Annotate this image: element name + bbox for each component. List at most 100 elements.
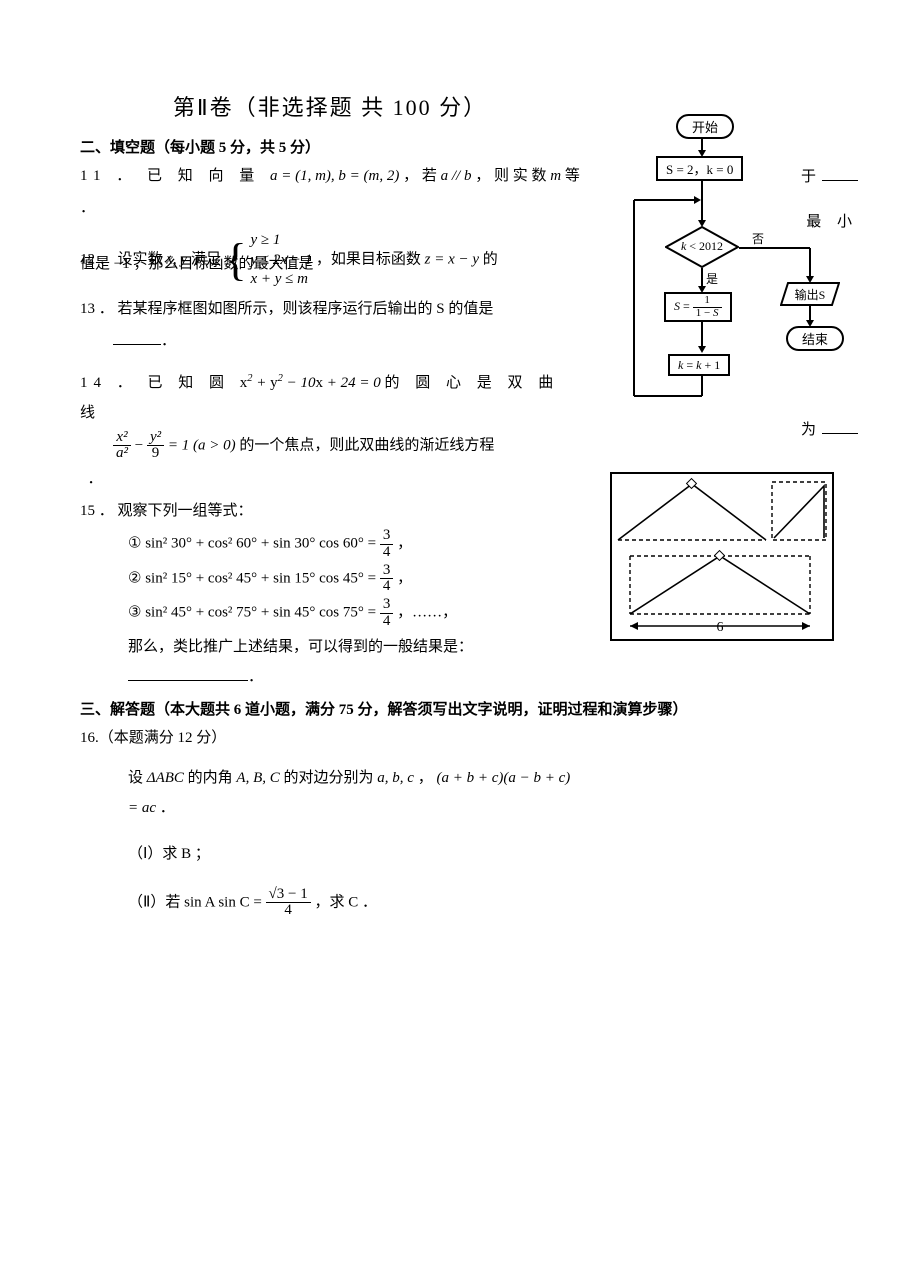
fc-output: 输出S: [780, 282, 840, 306]
q16-p2-lhs: sin A sin C =: [184, 894, 265, 910]
q16-setup: 设 ΔABC 的内角 A, B, C 的对边分别为 a, b, c ， (a +…: [128, 763, 580, 823]
q14-den2: 9: [147, 446, 164, 462]
fc-no-label: 否: [752, 230, 764, 247]
q16-b: 的内角: [188, 770, 237, 786]
exam-page: 第Ⅱ卷（非选择题 共 100 分） 二、填空题（每小题 5 分，共 5 分） 1…: [0, 0, 920, 981]
q16-tri: ΔABC: [147, 770, 184, 786]
q16-part2: （Ⅱ）若 sin A sin C = √3 − 1 4 ，求 C ．: [128, 887, 580, 920]
q15-eq1: ① sin² 30° + cos² 60° + sin 30° cos 60° …: [128, 528, 580, 561]
q15-eq1-comma: ，: [397, 536, 412, 552]
section-2-heading: 二、填空题（每小题 5 分，共 5 分）: [80, 136, 580, 157]
fc-start: 开始: [676, 114, 734, 139]
q16-p2-den: 4: [266, 903, 311, 919]
geometry-figure: 6: [610, 472, 834, 641]
q15-eq3-num: 3: [380, 597, 394, 614]
q12-mid: ，如果目标函数: [316, 252, 425, 268]
q13-blank: [113, 330, 161, 345]
fc-end: 结束: [786, 326, 844, 351]
q15-eq2: ② sin² 15° + cos² 45° + sin 15° cos 45° …: [128, 563, 580, 596]
q15-eq2-den: 4: [380, 579, 394, 595]
q14-rhs: = 1 (a > 0): [168, 437, 236, 453]
q16-angles: A, B, C: [236, 770, 279, 786]
flowchart: 开始 S = 2，k = 0 k < 2012 是 否 S = 11 − S k…: [610, 110, 860, 450]
q15-dots: ，……，: [397, 605, 457, 621]
geom-dim-label: 6: [717, 620, 724, 634]
q14-frac1: x² a²: [113, 430, 131, 463]
q15-eq1-lhs: ① sin² 30° + cos² 60° + sin 30° cos 60° …: [128, 536, 380, 552]
q12-obj: z = x − y: [425, 252, 479, 268]
q16-p2a: （Ⅱ）若: [128, 894, 184, 910]
q15-eq3-den: 4: [380, 614, 394, 630]
q11-line1: 11 ． 已 知 向 量 a = (1, m), b = (m, 2) ， 若 …: [80, 161, 580, 191]
q16-part1-text: （Ⅰ）求 B ；: [128, 846, 210, 862]
q16-p2-frac: √3 − 1 4: [266, 887, 311, 920]
q16-period: ．: [160, 800, 175, 816]
q15-eq2-lhs: ② sin² 15° + cos² 45° + sin 15° cos 45° …: [128, 570, 380, 586]
q15-conclude-text: 那么，类比推广上述结果，可以得到的一般结果是：: [128, 639, 473, 655]
q16-part1: （Ⅰ）求 B ；: [128, 839, 580, 869]
q11-expr: a = (1, m), b = (m, 2): [270, 168, 399, 184]
q13-period: ．: [161, 333, 176, 349]
q15-eq3-lhs: ③ sin² 45° + cos² 75° + sin 45° cos 75° …: [128, 605, 380, 621]
q14-line2: x² a² − y² 9 = 1 (a > 0) 的一个焦点，则此双曲线的渐近线…: [113, 430, 580, 463]
q11-prefix: 11 ． 已 知 向 量: [80, 168, 270, 184]
main-column: 第Ⅱ卷（非选择题 共 100 分） 二、填空题（每小题 5 分，共 5 分） 1…: [80, 90, 580, 919]
q12-case-1: y ≥ 1: [250, 231, 312, 251]
q14-num1: x²: [113, 430, 131, 447]
q15-blank: [128, 666, 248, 681]
q11-mid: ， 若: [403, 168, 441, 184]
q11-tail: 等: [565, 168, 580, 184]
title-text: 第Ⅱ卷（非选择题 共 100 分）: [173, 95, 487, 120]
paper-title: 第Ⅱ卷（非选择题 共 100 分）: [80, 90, 580, 122]
q15-eq2-comma: ，: [397, 570, 412, 586]
fc-cond: k < 2012: [665, 226, 739, 266]
fc-init: S = 2，k = 0: [656, 156, 743, 181]
q15-eq1-num: 3: [380, 528, 394, 545]
q14-frac2: y² 9: [147, 430, 164, 463]
q16-p2-num: √3 − 1: [266, 887, 311, 904]
q14-minus: −: [135, 437, 147, 453]
q16-head: 16.（本题满分 12 分）: [80, 723, 580, 753]
q16-c: 的对边分别为: [284, 770, 378, 786]
q15-eq3-rhs: 3 4: [380, 597, 394, 630]
q13-line1: 13 ． 若某程序框图如图所示，则该程序运行后输出的 S 的值是: [80, 294, 580, 324]
q14-den1: a²: [113, 446, 131, 462]
q14-l2b: 的一个焦点，则此双曲线的渐近线方程: [239, 437, 494, 453]
q11-var: m: [550, 168, 561, 184]
q11-after: ， 则 实 数: [475, 168, 550, 184]
fc-cond-label: k < 2012: [665, 226, 739, 266]
q11-period: ．: [80, 200, 95, 216]
q14-l1a: 14 ． 已 知 圆: [80, 375, 240, 391]
q15-eq1-den: 4: [380, 545, 394, 561]
q14-circle: x2 + y2 − 10x + 24 = 0: [240, 375, 381, 391]
q14-line3: ．: [80, 464, 580, 494]
q14-num2: y²: [147, 430, 164, 447]
q14-final-period: ．: [88, 471, 103, 487]
q16-a: 设: [128, 770, 147, 786]
q15-lead: 15 ． 观察下列一组等式：: [80, 496, 580, 526]
q15-eq2-rhs: 3 4: [380, 563, 394, 596]
fc-update-s: S = 11 − S: [664, 292, 732, 322]
fc-update-k: k = k + 1: [668, 354, 730, 376]
q11-line2: ．: [80, 193, 580, 223]
q15-eq3: ③ sin² 45° + cos² 75° + sin 45° cos 75° …: [128, 597, 580, 630]
q16-sides: a, b, c: [377, 770, 414, 786]
q16-comma: ，: [418, 770, 433, 786]
q11-cond: a // b: [441, 168, 472, 184]
q12-overlap: 值是 −1 ，那么目标函数的最大值是: [80, 249, 313, 279]
fc-yes-label: 是: [706, 270, 718, 287]
section-3-heading: 三、解答题（本大题共 6 道小题，满分 75 分，解答须写出文字说明，证明过程和…: [80, 698, 780, 719]
geometry-svg: 6: [612, 474, 832, 634]
q14-line1: 14 ． 已 知 圆 x2 + y2 − 10x + 24 = 0 的 圆 心 …: [80, 368, 580, 428]
right-figures: 开始 S = 2，k = 0 k < 2012 是 否 S = 11 − S k…: [610, 110, 860, 641]
q15-conclude: 那么，类比推广上述结果，可以得到的一般结果是： ．: [128, 632, 580, 692]
q12-tail: 的: [483, 252, 498, 268]
q15-eq2-num: 3: [380, 563, 394, 580]
q16-p2b: ，求 C ．: [315, 894, 378, 910]
q12-line: 12 ． 设实数 x, y 满足 { y ≥ 1 y ≤ 2x − 1 x + …: [80, 231, 580, 290]
q15-period: ．: [248, 669, 263, 685]
q12-overlap-text: 值是 −1 ，那么目标函数的最大值是: [80, 256, 313, 272]
q15-eq1-rhs: 3 4: [380, 528, 394, 561]
fc-output-label: 输出S: [780, 282, 840, 306]
q13-line2: ．: [113, 326, 580, 356]
